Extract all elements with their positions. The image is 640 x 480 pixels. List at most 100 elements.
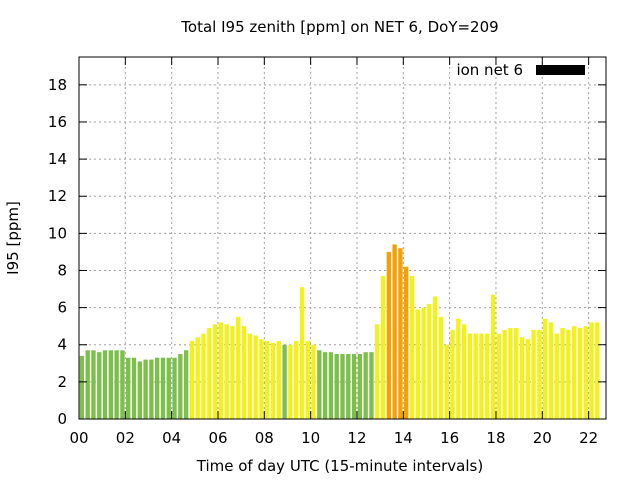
bar	[531, 329, 536, 419]
bar	[224, 324, 229, 419]
bar	[317, 350, 322, 419]
bar	[461, 324, 467, 419]
bar	[259, 339, 264, 419]
legend-swatch	[536, 65, 585, 75]
bar	[427, 303, 432, 419]
bar	[473, 333, 478, 419]
bar	[201, 333, 206, 419]
bar	[230, 326, 235, 419]
bar	[178, 354, 183, 419]
bar	[166, 357, 171, 419]
bar	[560, 328, 565, 419]
x-tick-label: 02	[116, 429, 135, 447]
bar	[241, 326, 247, 419]
bar	[91, 350, 96, 419]
bar	[519, 337, 525, 419]
bar	[195, 337, 200, 419]
y-tick-label: 2	[57, 373, 67, 391]
bar	[415, 309, 420, 419]
bar	[247, 333, 253, 419]
bar	[456, 318, 461, 419]
bar	[548, 322, 554, 419]
bar	[102, 350, 108, 419]
x-tick-label: 08	[255, 429, 274, 447]
x-tick-label: 00	[69, 429, 88, 447]
x-axis-label: Time of day UTC (15-minute intervals)	[196, 457, 483, 475]
bar	[398, 248, 403, 419]
bar	[404, 266, 409, 419]
bar	[479, 333, 484, 419]
bar	[386, 251, 392, 419]
bar	[421, 307, 426, 419]
y-tick-label: 12	[48, 187, 67, 205]
ticks-group	[78, 57, 606, 420]
bar	[236, 316, 241, 419]
bar	[595, 322, 600, 419]
bar	[288, 344, 293, 419]
x-tick-label: 06	[208, 429, 227, 447]
legend: ion net 6	[456, 61, 585, 79]
bar	[380, 276, 386, 419]
x-tick-label: 18	[486, 429, 505, 447]
bar	[282, 344, 287, 419]
bar	[108, 350, 114, 419]
bar	[207, 328, 212, 419]
bar	[566, 329, 571, 419]
bars-group	[79, 244, 600, 419]
bar	[155, 357, 160, 419]
bar	[571, 326, 577, 419]
y-tick-label: 18	[48, 76, 67, 94]
y-tick-label: 6	[57, 299, 67, 317]
bar	[183, 350, 189, 419]
bar	[392, 244, 397, 419]
bar	[363, 352, 368, 419]
bar	[502, 329, 507, 419]
y-tick-label: 8	[57, 261, 67, 279]
x-tick-label: 12	[347, 429, 366, 447]
y-tick-label: 16	[48, 113, 67, 131]
bar	[340, 354, 345, 419]
bar	[351, 354, 357, 419]
y-axis-label: I95 [ppm]	[4, 201, 22, 275]
bar	[375, 324, 380, 419]
bar	[218, 322, 224, 419]
bar	[334, 354, 339, 419]
x-tick-label: 20	[533, 429, 552, 447]
bar	[438, 316, 444, 419]
bar	[450, 329, 455, 419]
bar	[149, 359, 154, 419]
x-tick-label: 04	[162, 429, 181, 447]
y-tick-label: 10	[48, 224, 67, 242]
x-tick-label: 16	[440, 429, 459, 447]
chart-title: Total I95 zenith [ppm] on NET 6, DoY=209	[180, 18, 498, 36]
bar	[467, 333, 473, 419]
x-tick-label: 14	[394, 429, 413, 447]
bar	[525, 339, 530, 419]
bar	[357, 354, 363, 419]
bar	[253, 335, 258, 419]
bar	[508, 328, 513, 419]
bar	[490, 294, 496, 419]
bar	[485, 333, 490, 419]
bar	[496, 333, 502, 419]
bar	[126, 357, 131, 419]
bar	[120, 350, 125, 419]
bar	[305, 341, 310, 419]
grid-lines	[79, 57, 606, 419]
bar	[537, 329, 542, 419]
bar	[432, 296, 438, 419]
bar	[270, 342, 276, 419]
bar	[543, 318, 548, 419]
bar	[589, 322, 594, 419]
bar	[143, 359, 148, 419]
x-tick-label: 10	[301, 429, 320, 447]
bar	[369, 352, 374, 419]
y-tick-label: 4	[57, 336, 67, 354]
bar	[293, 341, 299, 419]
bar	[299, 287, 305, 419]
bar	[172, 357, 177, 419]
bar	[409, 276, 415, 419]
bar	[131, 357, 137, 419]
